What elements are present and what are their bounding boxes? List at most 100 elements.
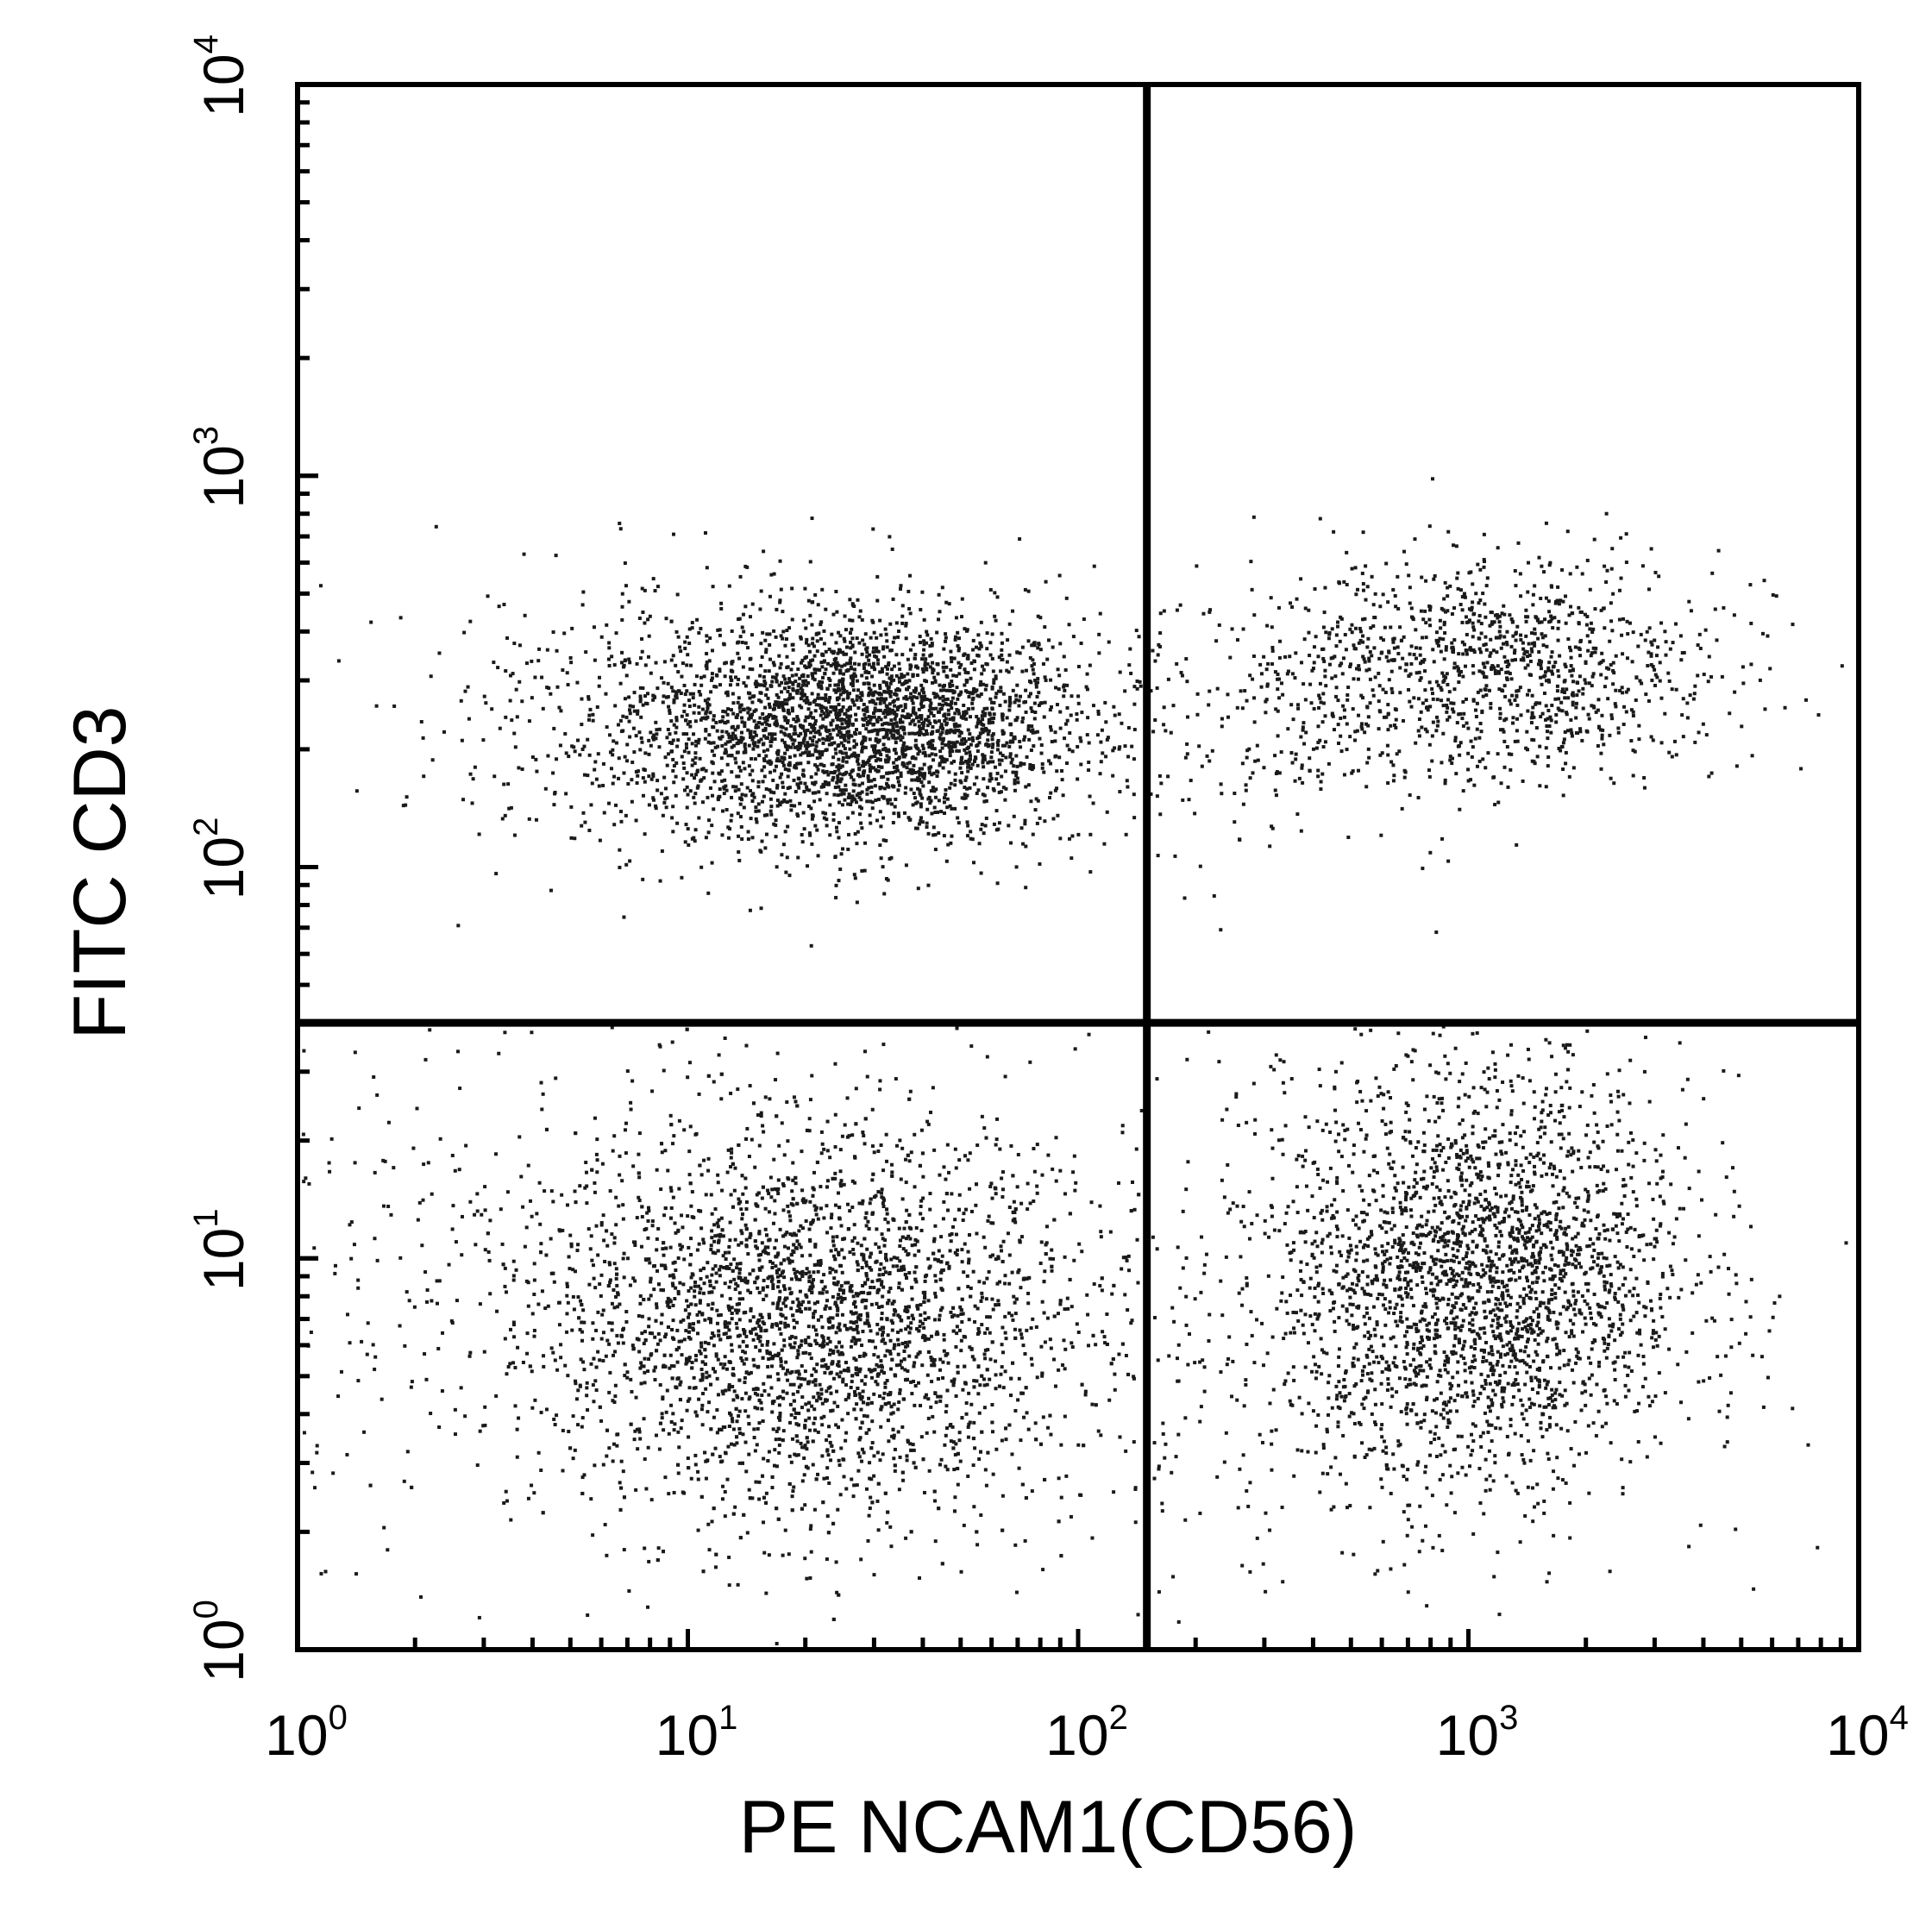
- event-dot: [827, 676, 831, 680]
- event-dot: [859, 821, 863, 825]
- event-dot: [1554, 712, 1559, 717]
- event-dot: [1600, 651, 1604, 655]
- event-dot: [945, 674, 950, 679]
- event-dot: [1549, 655, 1553, 659]
- event-dot: [730, 795, 734, 799]
- event-dot: [811, 600, 815, 604]
- event-dot: [835, 610, 839, 614]
- event-dot: [1550, 585, 1554, 589]
- event-dot: [1573, 645, 1578, 649]
- event-dot: [900, 736, 905, 740]
- event-dot: [999, 686, 1003, 690]
- event-dot: [1571, 667, 1575, 672]
- event-dot: [1471, 671, 1476, 675]
- event-dot: [959, 761, 963, 766]
- event-dot: [1015, 650, 1019, 655]
- event-dot: [778, 598, 782, 603]
- event-dot: [668, 741, 672, 745]
- event-dot: [939, 688, 944, 692]
- event-dot: [704, 836, 708, 840]
- event-dot: [1195, 564, 1199, 568]
- event-dot: [1458, 603, 1463, 607]
- event-dot: [651, 577, 656, 581]
- event-dot: [931, 724, 935, 729]
- event-dot: [1369, 626, 1373, 630]
- event-dot: [1533, 643, 1537, 648]
- event-dot: [1106, 736, 1110, 740]
- event-dot: [1316, 740, 1320, 744]
- event-dot: [941, 665, 945, 669]
- event-dot: [917, 707, 921, 711]
- event-dot: [693, 839, 697, 843]
- event-dot: [1334, 633, 1339, 637]
- event-dot: [752, 719, 756, 723]
- event-dot: [561, 668, 565, 673]
- event-dot: [1540, 632, 1544, 636]
- event-dot: [1539, 675, 1543, 680]
- event-dot: [1039, 743, 1044, 748]
- event-dot: [1304, 730, 1308, 735]
- event-dot: [1445, 672, 1449, 676]
- event-dot: [963, 792, 967, 797]
- event-dot: [931, 680, 935, 685]
- event-dot: [1377, 671, 1381, 675]
- event-dot: [950, 729, 955, 733]
- event-dot: [810, 673, 814, 677]
- event-dot: [688, 692, 693, 696]
- event-dot: [1238, 837, 1242, 842]
- event-dot: [942, 713, 946, 717]
- event-dot: [1653, 673, 1658, 677]
- event-dot: [913, 723, 917, 727]
- event-dot: [973, 1319, 977, 1324]
- event-dot: [1278, 639, 1283, 643]
- event-dot: [838, 634, 843, 638]
- event-dot: [1314, 746, 1319, 750]
- event-dot: [781, 725, 785, 730]
- event-dot: [991, 742, 995, 747]
- event-dot: [624, 813, 628, 817]
- event-dot: [1488, 623, 1492, 628]
- event-dot: [1024, 688, 1028, 692]
- event-dot: [979, 692, 983, 696]
- event-dot: [871, 527, 875, 531]
- event-dot: [895, 768, 900, 773]
- event-dot: [1424, 621, 1428, 625]
- event-dot: [1318, 738, 1322, 742]
- event-dot: [611, 748, 615, 752]
- event-dot: [1366, 747, 1371, 751]
- event-dot: [918, 767, 922, 771]
- event-dot: [902, 811, 906, 815]
- event-dot: [468, 772, 473, 776]
- event-dot: [672, 1490, 676, 1494]
- event-dot: [860, 749, 864, 754]
- event-dot: [1569, 655, 1573, 660]
- event-dot: [970, 701, 975, 705]
- event-dot: [685, 771, 689, 775]
- event-dot: [1420, 575, 1424, 579]
- event-dot: [902, 755, 906, 759]
- event-dot: [913, 690, 917, 694]
- event-dot: [1038, 616, 1043, 620]
- event-dot: [1014, 770, 1019, 774]
- event-dot: [1549, 718, 1553, 723]
- event-dot: [1768, 667, 1772, 671]
- event-dot: [842, 792, 846, 796]
- event-dot: [994, 695, 998, 699]
- event-dot: [668, 732, 672, 736]
- event-dot: [831, 812, 836, 817]
- event-dot: [798, 746, 802, 750]
- event-dot: [1546, 666, 1551, 670]
- event-dot: [769, 573, 774, 577]
- event-dot: [943, 683, 947, 687]
- event-dot: [1356, 768, 1360, 773]
- event-dot: [754, 725, 758, 730]
- event-dot: [430, 758, 435, 762]
- event-dot: [661, 813, 665, 817]
- event-dot: [754, 685, 758, 689]
- event-dot: [856, 754, 861, 758]
- event-dot: [988, 697, 993, 701]
- event-dot: [706, 701, 710, 705]
- event-dot: [1364, 564, 1368, 568]
- event-dot: [1471, 625, 1476, 630]
- event-dot: [1391, 640, 1396, 644]
